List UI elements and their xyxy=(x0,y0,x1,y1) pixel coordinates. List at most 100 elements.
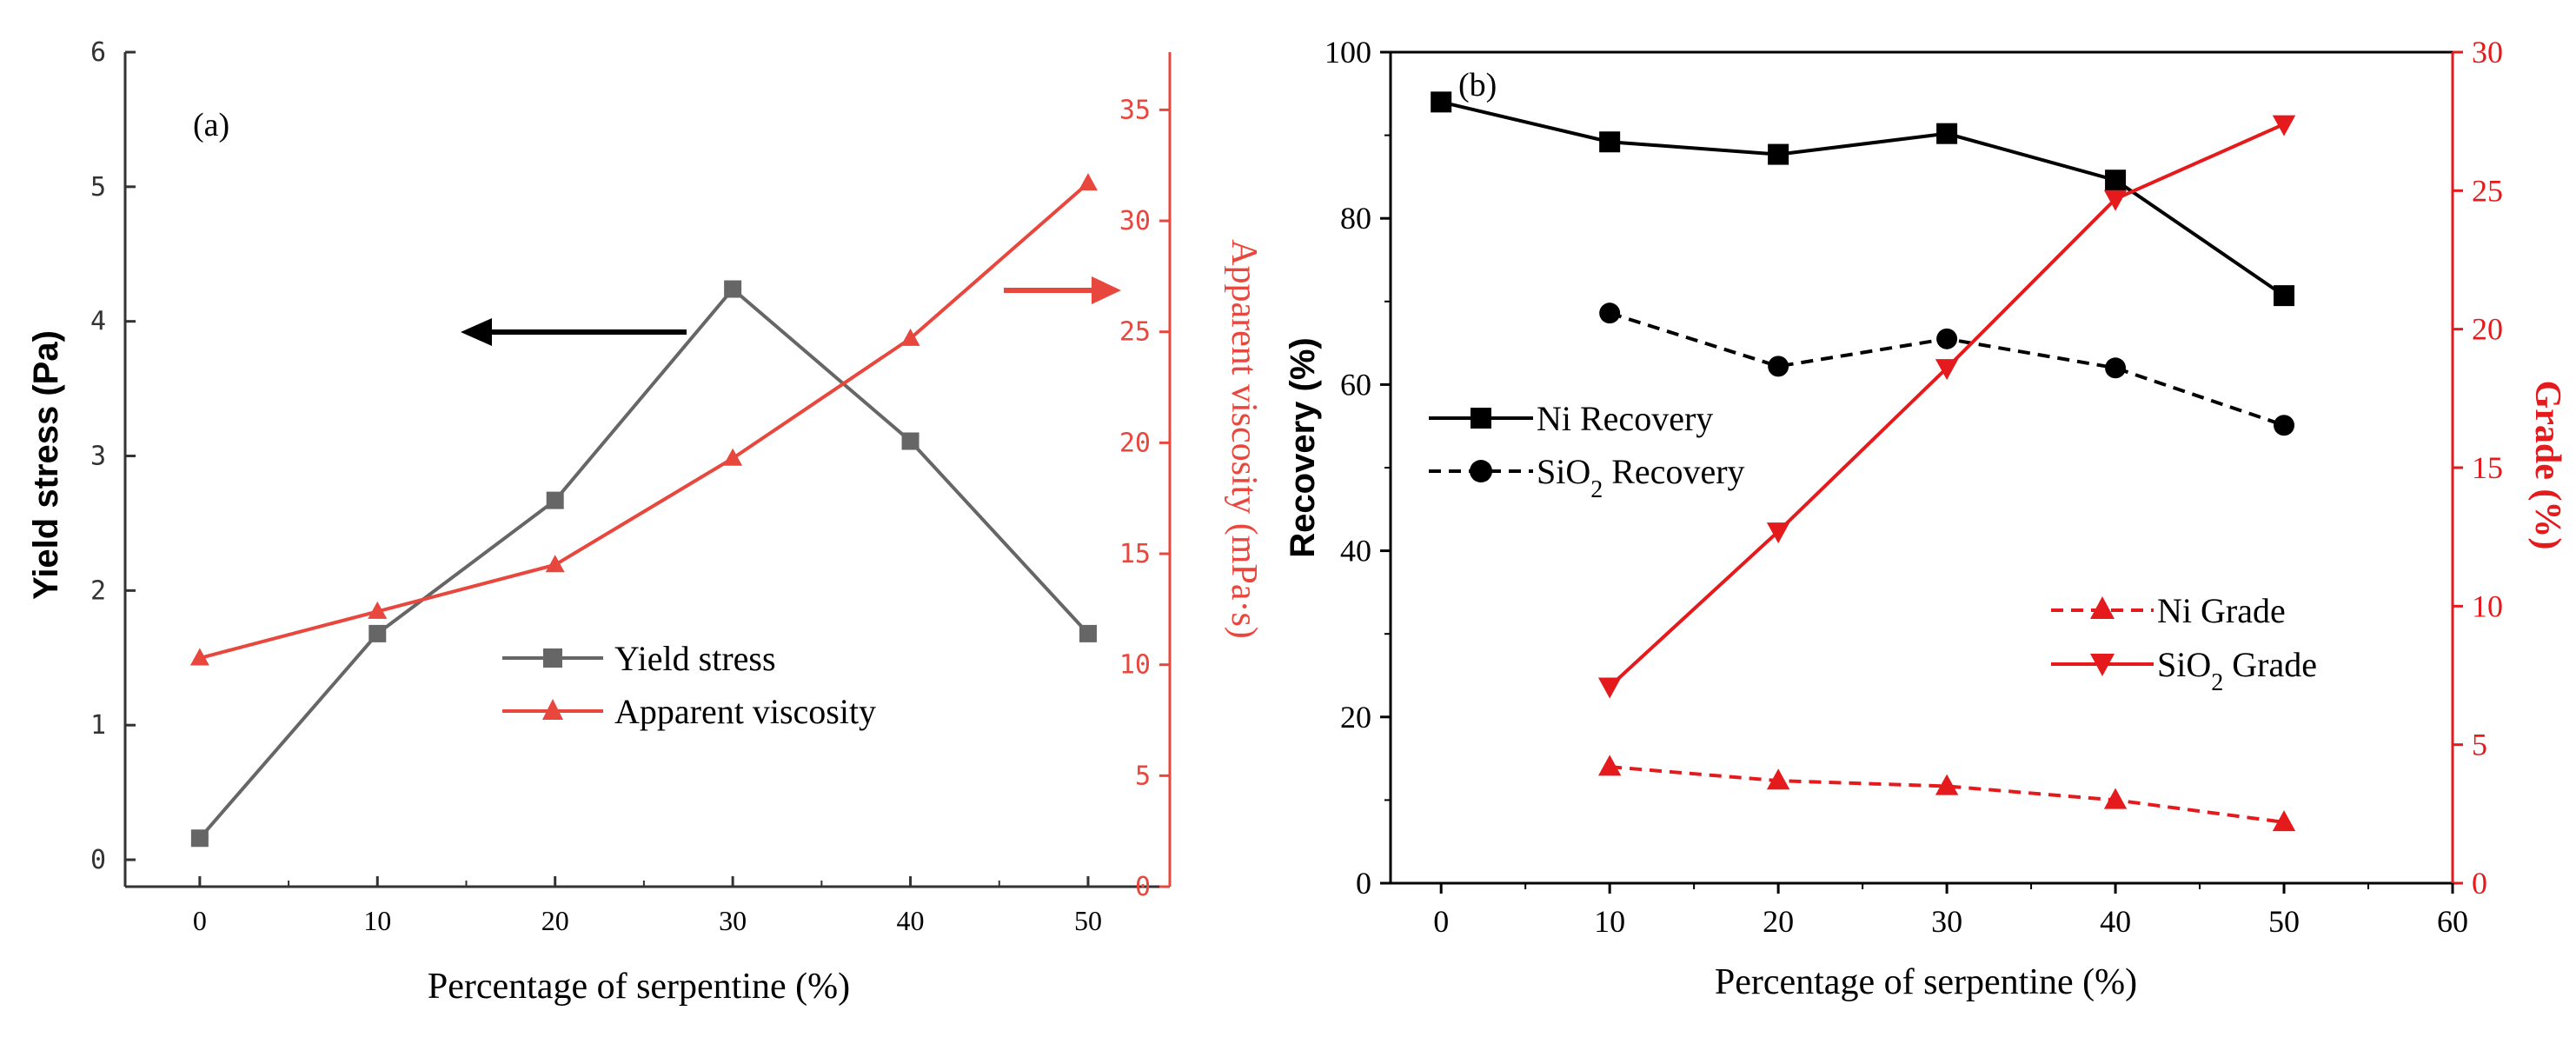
panel-b: 0 20 40 60 80 100 0 5 10 15 20 25 30 0 10 20 30 40 50 60 (b… xyxy=(1284,35,2567,1002)
data-point-sio2-recovery xyxy=(2274,415,2295,436)
data-point-apparent-viscosity xyxy=(723,448,743,466)
series-line-ni-recovery xyxy=(1440,100,2286,297)
data-point-sio2-grade xyxy=(2103,190,2128,211)
data-point-yield-stress xyxy=(368,624,387,642)
panel-b-legend-grade: Ni Grade SiO2 Grade xyxy=(2051,591,2317,696)
panel-a-y2-tick-label: 35 xyxy=(1119,95,1151,125)
legend-label-sio2-recovery: SiO2 Recovery xyxy=(1537,452,1745,503)
data-point-sio2-grade xyxy=(1935,359,1959,381)
legend-label-ni-grade: Ni Grade xyxy=(2157,591,2286,630)
data-point-yield-stress xyxy=(1079,624,1097,642)
panel-a-y2-tick-label: 30 xyxy=(1119,206,1151,236)
panel-b-y2-tick-label: 20 xyxy=(2472,312,2503,347)
panel-a-x-tick-label: 40 xyxy=(897,905,925,936)
data-point-sio2-recovery xyxy=(2105,357,2127,379)
data-point-yield-stress xyxy=(724,280,742,298)
panel-b-y-tick-label: 0 xyxy=(1356,866,1371,901)
panel-b-x-tick-label: 60 xyxy=(2437,904,2468,939)
panel-a-y2-tick-label: 0 xyxy=(1135,872,1151,902)
panel-a-y2-tick-label: 15 xyxy=(1119,539,1151,569)
data-point-ni-recovery xyxy=(1431,91,1452,113)
panel-a-y2-tick-label: 25 xyxy=(1119,317,1151,348)
panel-a-y2-tick-label: 20 xyxy=(1119,428,1151,458)
panel-b-y2-tick-label: 10 xyxy=(2472,588,2503,623)
data-point-sio2-recovery xyxy=(1599,303,1621,324)
panel-b-ticks: 0 20 40 60 80 100 0 5 10 15 20 25 30 0 10 20 30 40 50 60 xyxy=(1325,35,2503,939)
panel-a-x-tick-label: 10 xyxy=(363,905,391,936)
panel-a-y2-axis-title: Apparent viscosity (mPa·s) xyxy=(1224,239,1264,639)
panel-b-y-tick-label: 60 xyxy=(1340,367,1371,402)
data-point-ni-grade xyxy=(1766,768,1790,790)
data-point-ni-grade xyxy=(2103,788,2128,809)
panel-b-y-axis-title: Recovery (%) xyxy=(1284,337,1322,557)
data-point-apparent-viscosity xyxy=(900,328,920,346)
panel-a-y-tick-label: 2 xyxy=(90,575,106,606)
panel-b-x-tick-label: 30 xyxy=(1931,904,1962,939)
data-point-apparent-viscosity xyxy=(368,601,388,619)
panel-b-y2-tick-label: 30 xyxy=(2472,35,2503,70)
panel-a-axes xyxy=(123,52,1172,888)
panel-b-x-tick-label: 0 xyxy=(1433,904,1449,939)
panel-a-y-tick-label: 0 xyxy=(90,845,106,875)
legend-label-sio2-grade: SiO2 Grade xyxy=(2157,645,2317,696)
panel-b-y2-tick-label: 15 xyxy=(2472,450,2503,485)
data-point-ni-grade xyxy=(1597,755,1622,776)
data-point-ni-grade xyxy=(1935,774,1959,795)
data-point-sio2-recovery xyxy=(1936,328,1958,349)
panel-a-x-axis-title: Percentage of serpentine (%) xyxy=(428,967,850,1007)
panel-b-y-tick-label: 100 xyxy=(1325,35,1371,70)
panel-a-y2-tick-label: 10 xyxy=(1119,650,1151,681)
data-point-apparent-viscosity xyxy=(1078,173,1098,191)
data-point-ni-recovery xyxy=(1768,143,1789,165)
panel-b-x-tick-label: 20 xyxy=(1763,904,1794,939)
panel-a-y-tick-label: 4 xyxy=(90,307,106,337)
panel-b-y2-tick-label: 0 xyxy=(2472,866,2487,901)
panel-b-label: (b) xyxy=(1458,67,1497,103)
data-point-yield-stress xyxy=(546,491,564,509)
data-point-apparent-viscosity xyxy=(545,555,565,573)
panel-b-x-axis-title: Percentage of serpentine (%) xyxy=(1715,962,2137,1002)
data-point-apparent-viscosity xyxy=(189,648,209,666)
panel-b-y-tick-label: 80 xyxy=(1340,201,1371,236)
data-point-ni-recovery xyxy=(2274,285,2295,307)
panel-a-x-tick-label: 30 xyxy=(719,905,747,936)
legend-label-yield-stress: Yield stress xyxy=(614,639,776,678)
panel-a-y-tick-label: 6 xyxy=(90,37,106,68)
left-arrow-annotation xyxy=(461,318,687,346)
panel-a-label: (a) xyxy=(193,107,229,143)
panel-b-x-tick-label: 50 xyxy=(2268,904,2300,939)
data-point-ni-recovery xyxy=(1936,123,1958,144)
panel-a-legend: Yield stress Apparent viscosity xyxy=(502,639,876,731)
legend-label-apparent-viscosity: Apparent viscosity xyxy=(614,692,876,731)
data-point-ni-grade xyxy=(2272,810,2296,832)
series-line-ni-grade xyxy=(1609,765,2285,824)
panel-a-y-tick-label: 1 xyxy=(90,710,106,741)
series-line-yield-stress xyxy=(198,286,1090,840)
legend-label-ni-recovery: Ni Recovery xyxy=(1537,399,1713,438)
data-point-sio2-grade xyxy=(1597,677,1622,699)
panel-b-legend-recovery: Ni Recovery SiO2 Recovery xyxy=(1429,399,1745,503)
data-point-yield-stress xyxy=(190,829,209,848)
data-point-sio2-grade xyxy=(2272,115,2296,136)
panel-b-y2-tick-label: 25 xyxy=(2472,173,2503,208)
legend-item-ni-recovery: Ni Recovery xyxy=(1429,399,1713,438)
panel-a-y2-tick-label: 5 xyxy=(1135,761,1151,791)
data-point-sio2-grade xyxy=(1766,522,1790,544)
legend-item-sio2-grade: SiO2 Grade xyxy=(2051,645,2317,696)
panel-b-x-tick-label: 10 xyxy=(1594,904,1625,939)
panel-b-y-tick-label: 40 xyxy=(1340,534,1371,569)
panel-b-y2-axis-title: Grade (%) xyxy=(2527,381,2567,550)
legend-item-yield-stress: Yield stress xyxy=(502,639,776,678)
panel-b-y-tick-label: 20 xyxy=(1340,700,1371,735)
data-point-ni-recovery xyxy=(1599,131,1621,153)
panel-a: 0 1 2 3 4 5 6 0 5 10 15 20 25 30 35 0 10 20 30 40 50 (a) Per… xyxy=(27,37,1264,1007)
panel-b-series xyxy=(1431,91,2296,832)
panel-a-x-tick-label: 20 xyxy=(541,905,569,936)
legend-item-ni-grade: Ni Grade xyxy=(2051,591,2286,630)
right-arrow-annotation xyxy=(1004,276,1121,304)
data-point-sio2-recovery xyxy=(1768,356,1789,377)
data-point-ni-recovery xyxy=(2105,170,2127,191)
panel-b-x-tick-label: 40 xyxy=(2100,904,2131,939)
panel-a-y-tick-label: 3 xyxy=(90,442,106,472)
